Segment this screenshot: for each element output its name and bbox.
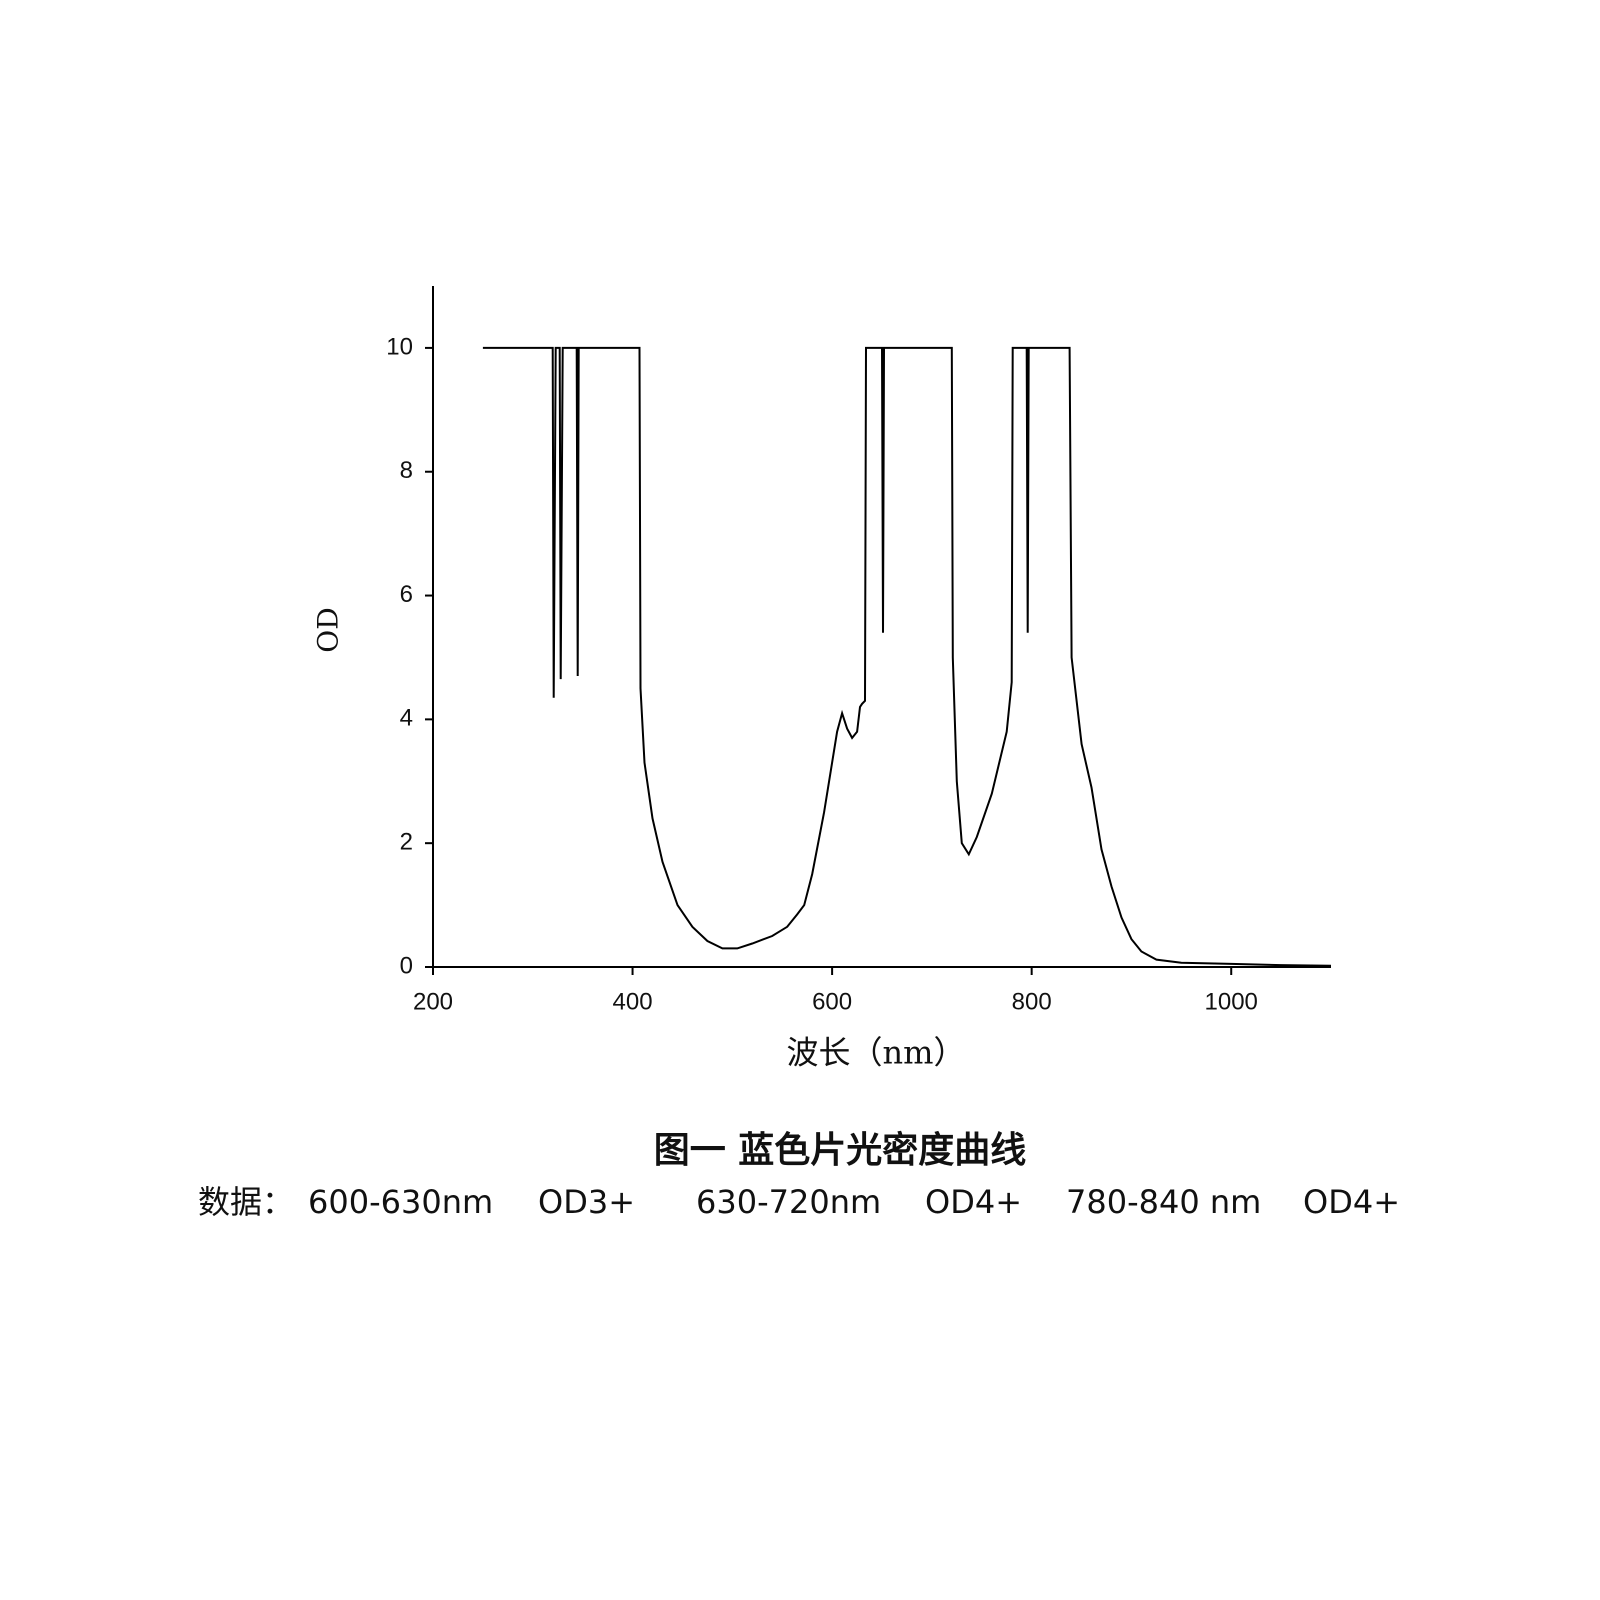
y-tick-label: 0: [400, 952, 413, 979]
y-tick-label: 2: [400, 829, 413, 856]
data-line: [482, 346, 1332, 967]
x-tick-label: 200: [413, 988, 453, 1015]
x-tick-label: 800: [1012, 988, 1052, 1015]
notes-item: OD4+: [1303, 1183, 1400, 1221]
x-tick-label: 1000: [1205, 988, 1258, 1015]
notes-item: OD3+: [538, 1183, 635, 1221]
x-tick-label: 600: [812, 988, 852, 1015]
notes-label: 数据：: [198, 1183, 294, 1221]
notes-item: OD4+: [925, 1183, 1022, 1221]
notes-item: 600-630nm: [308, 1183, 493, 1221]
y-axis-label: OD: [312, 607, 345, 652]
y-tick-label: 6: [400, 581, 413, 608]
y-tick-label: 8: [400, 457, 413, 484]
notes-item: 780-840 nm: [1066, 1183, 1261, 1221]
caption: 图一 蓝色片光密度曲线: [654, 1129, 1027, 1171]
x-axis-label: 波长（nm）: [787, 1034, 966, 1072]
x-tick-label: 400: [613, 988, 653, 1015]
y-tick-label: 10: [386, 333, 413, 360]
notes-item: 630-720nm: [696, 1183, 881, 1221]
y-tick-label: 4: [400, 705, 413, 732]
